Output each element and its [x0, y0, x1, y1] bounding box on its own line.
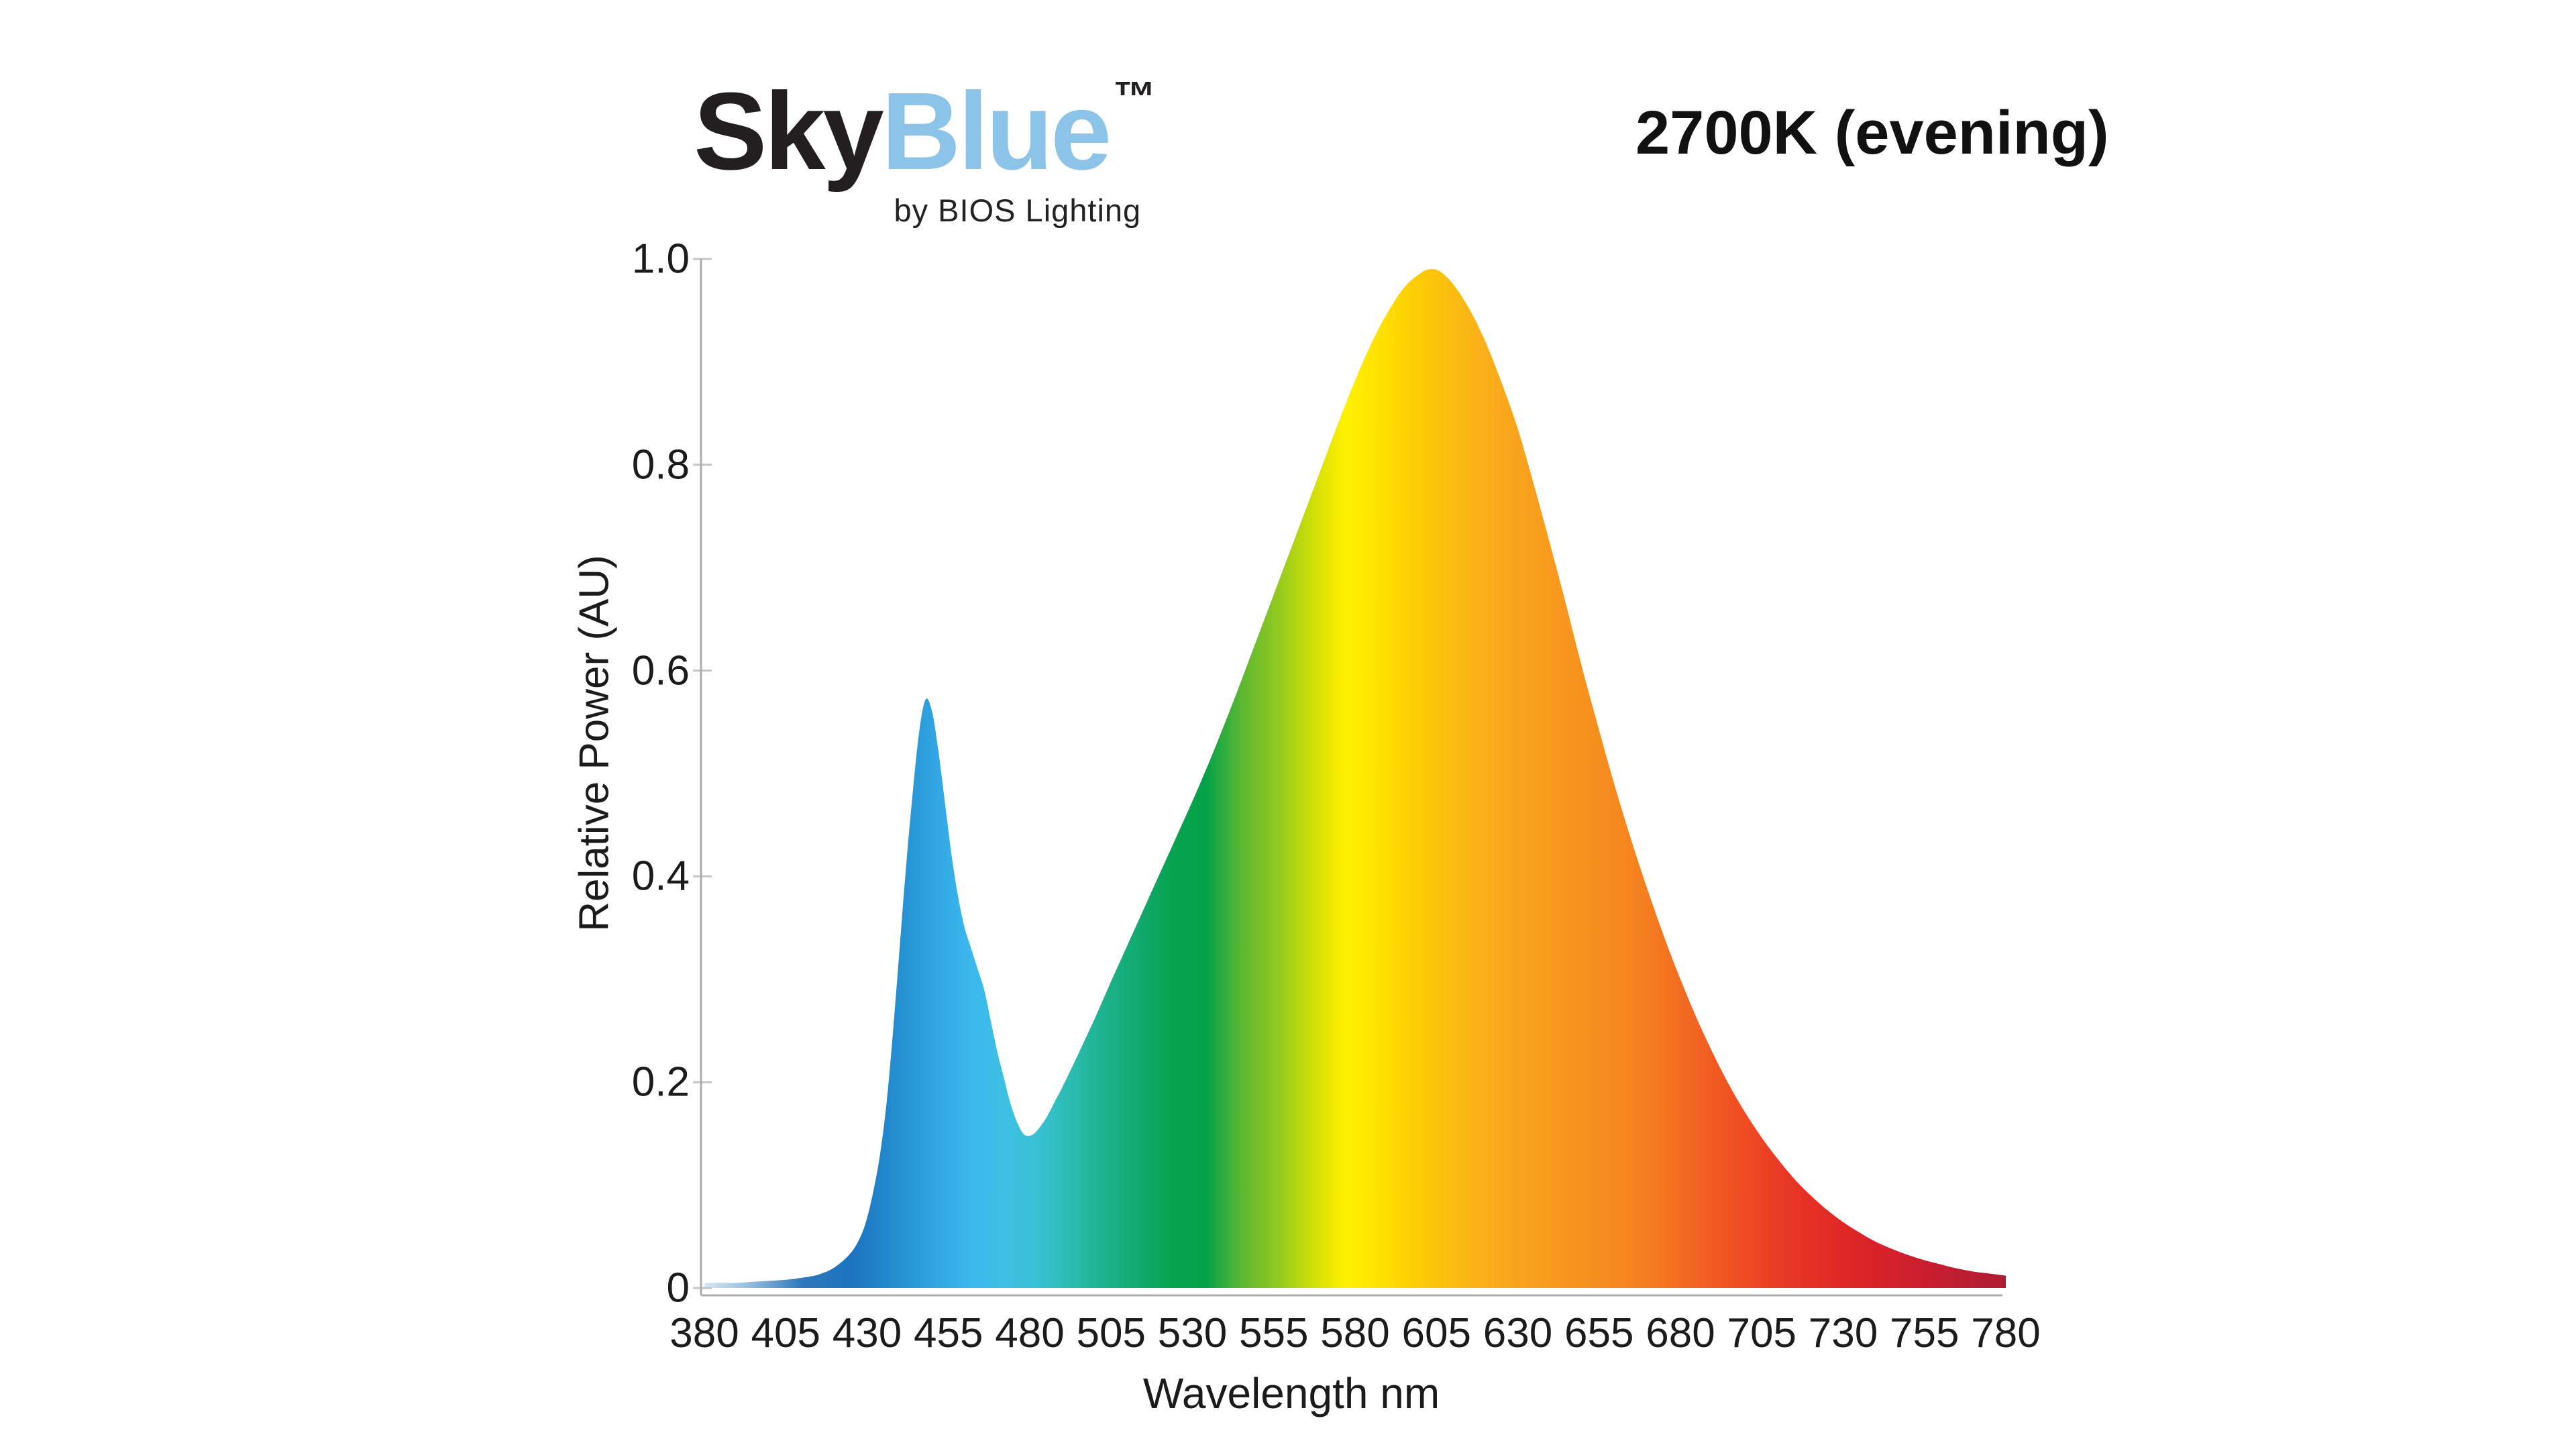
x-tick-label: 455 [914, 1310, 983, 1356]
x-tick-label: 580 [1320, 1310, 1390, 1356]
y-axis-ticks [693, 258, 712, 1289]
trademark-symbol: ™ [1113, 72, 1157, 121]
x-tick-label: 405 [751, 1310, 820, 1356]
x-tick-label: 705 [1727, 1310, 1796, 1356]
x-tick-label: 680 [1646, 1310, 1715, 1356]
y-tick-label: 0.6 [631, 647, 690, 694]
y-tick-label: 0.2 [631, 1059, 690, 1106]
x-tick-label: 605 [1401, 1310, 1471, 1356]
y-tick-label: 0 [666, 1265, 690, 1311]
x-tick-label: 505 [1076, 1310, 1146, 1356]
x-tick-label: 655 [1564, 1310, 1634, 1356]
logo-wordmark: SkyBlue™ [694, 75, 1156, 186]
chart-title: 2700K (evening) [1635, 99, 2109, 167]
x-tick-label: 555 [1239, 1310, 1309, 1356]
brand-logo: SkyBlue™ by BIOS Lighting [694, 75, 1156, 226]
x-tick-label: 480 [995, 1310, 1065, 1356]
x-tick-label: 780 [1971, 1310, 2041, 1356]
x-tick-label: 755 [1890, 1310, 1960, 1356]
x-axis-title: Wavelength nm [1142, 1369, 1440, 1417]
spectrum-area [704, 269, 2006, 1289]
x-tick-label: 730 [1808, 1310, 1878, 1356]
y-tick-label: 0.8 [631, 441, 690, 488]
x-tick-label: 430 [832, 1310, 902, 1356]
logo-text-sky: Sky [694, 70, 884, 193]
x-tick-label: 380 [669, 1310, 739, 1356]
y-tick-label: 0.4 [631, 853, 690, 900]
y-tick-label: 1.0 [631, 235, 690, 282]
logo-text-blue: Blue [881, 70, 1112, 193]
logo-subtitle: by BIOS Lighting [894, 193, 1142, 228]
x-tick-label: 630 [1483, 1310, 1553, 1356]
x-tick-label: 530 [1157, 1310, 1228, 1356]
